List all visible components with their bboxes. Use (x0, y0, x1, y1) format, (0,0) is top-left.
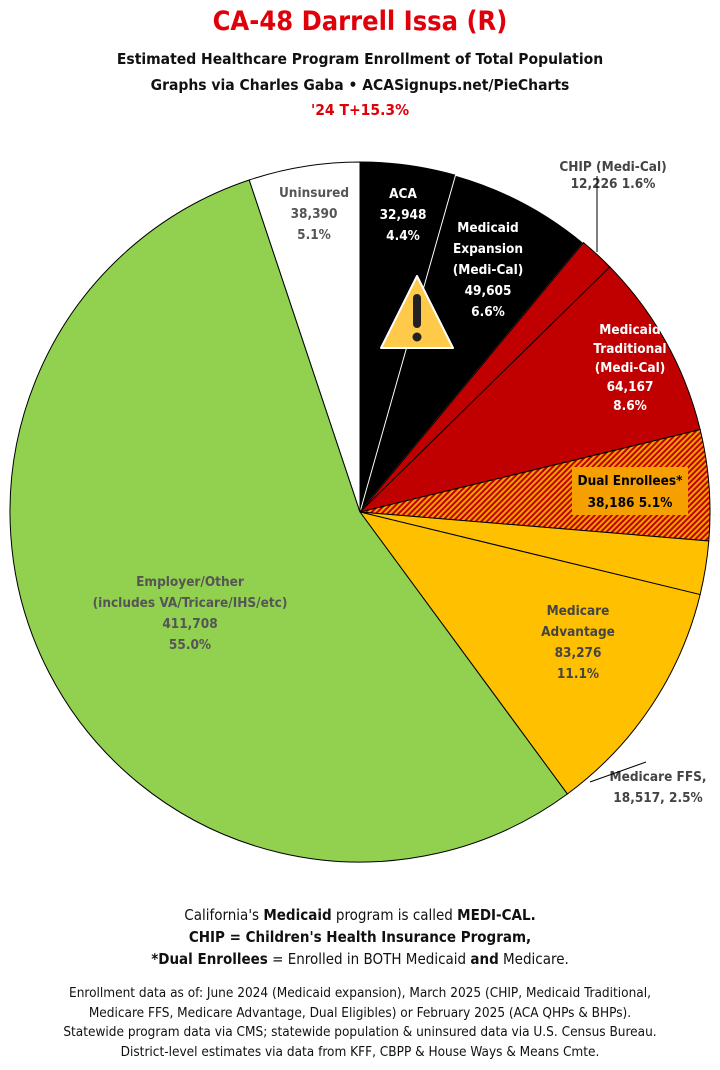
slice-label: Dual Enrollees* (578, 473, 684, 489)
slice-label: 55.0% (169, 637, 211, 653)
slice-label: Uninsured (279, 185, 349, 201)
pie-chart: ACA 32,948 4.4% Medicaid Expansion (Medi-Cal)… (9, 159, 711, 863)
slice-label: (Medi-Cal) (453, 262, 524, 278)
slice-label: 32,948 (380, 207, 427, 223)
pie-slice-employer-other-includes-va-tricare-ihs-etc (9, 179, 569, 863)
footnote: District-level estimates via data from K… (120, 1043, 600, 1060)
slice-label: Expansion (453, 241, 523, 257)
footnote: Statewide program data via CMS; statewid… (63, 1024, 657, 1040)
chart-credit: Graphs via Charles Gaba • ACASignups.net… (150, 76, 570, 94)
slice-label: Employer/Other (136, 574, 244, 590)
footnotes: Enrollment data as of: June 2024 (Medica… (0, 984, 720, 1062)
slice-label: 6.6% (471, 304, 505, 320)
slice-label: Medicare (547, 603, 610, 619)
slice-label: 4.4% (386, 228, 420, 244)
slice-label: 11.1% (557, 666, 599, 682)
pie-slice-medicaid-expansion-medi-cal (359, 174, 585, 513)
dual-label-bg (572, 467, 688, 515)
pie-slice-medicaid-traditional-medi-cal (358, 266, 701, 513)
slice-label: 12,226 1.6% (571, 176, 656, 192)
slice-label: 64,167 (607, 379, 654, 395)
slice-label: 38,390 (291, 206, 338, 222)
medicare-ffs-leader-line (589, 761, 647, 783)
slice-label: ACA (389, 186, 417, 202)
footnote: Enrollment data as of: June 2024 (Medica… (69, 985, 651, 1001)
slice-label: Advantage (541, 624, 615, 640)
slice-label: Medicaid (457, 220, 518, 236)
slice-label: 49,605 (465, 283, 512, 299)
slice-label: 8.6% (613, 398, 647, 414)
pie-slice-medicare-advantage (358, 511, 701, 795)
slice-label: Medicaid (599, 322, 660, 338)
slice-label: 38,186 5.1% (588, 495, 673, 511)
slice-label: 18,517, 2.5% (613, 790, 702, 806)
slice-label: (includes VA/Tricare/IHS/etc) (93, 595, 288, 611)
note-medical: California's Medicaid program is called … (184, 906, 536, 924)
slice-label: 411,708 (162, 616, 217, 632)
slice-label: (Medi-Cal) (595, 360, 666, 376)
change-label: '24 T+15.3% (310, 101, 410, 119)
notes: California's Medicaid program is called … (0, 904, 720, 970)
note-chip: CHIP = Children's Health Insurance Progr… (188, 928, 532, 946)
chart-subtitle: Estimated Healthcare Program Enrollment … (116, 50, 604, 68)
pie-slice-uninsured (248, 161, 361, 513)
slice-label: 5.1% (297, 227, 331, 243)
slice-label: 83,276 (555, 645, 602, 661)
note-dual: *Dual Enrollees = Enrolled in BOTH Medic… (151, 950, 569, 968)
footnote: Medicare FFS, Medicare Advantage, Dual E… (88, 1004, 632, 1021)
slice-label: CHIP (Medi-Cal) (559, 159, 666, 175)
slice-label: Traditional (593, 341, 666, 357)
slice-label: Medicare FFS, (610, 769, 707, 785)
chart-title: CA-48 Darrell Issa (R) (212, 6, 508, 37)
warning-icon (380, 275, 454, 349)
